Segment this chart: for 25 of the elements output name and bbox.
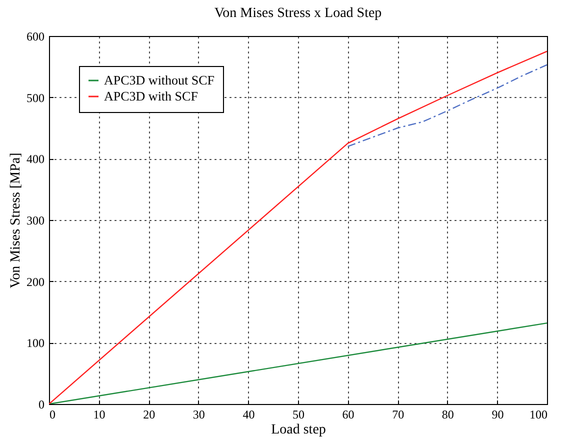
x-axis-title: Load step [271, 422, 326, 438]
x-tick-label: 40 [242, 408, 255, 422]
x-tick-label: 20 [143, 408, 156, 422]
x-tick-label: 10 [93, 408, 106, 422]
x-tick-label: 80 [442, 408, 454, 422]
x-tick-label: 0 [50, 408, 56, 422]
line-series [347, 64, 547, 147]
x-tick-label: 70 [392, 408, 404, 422]
y-tick-label: 400 [26, 152, 44, 166]
x-tick-label: 100 [530, 408, 548, 422]
y-tick-label: 500 [26, 90, 44, 105]
x-tick-label: 60 [342, 408, 354, 422]
legend-label: APC3D with SCF [104, 88, 198, 104]
y-tick-label: 300 [26, 214, 44, 228]
x-tick-label: 30 [192, 408, 205, 422]
y-tick-label: 200 [26, 274, 44, 289]
line-series [49, 50, 547, 404]
y-tick-label: 0 [38, 398, 44, 412]
legend-label: APC3D without SCF [104, 72, 215, 88]
y-tick-label: 100 [26, 336, 44, 350]
x-tick-label: 90 [492, 408, 504, 422]
chart-title: Von Mises Stress x Load Step [214, 6, 382, 21]
x-tick-label: 50 [292, 408, 304, 422]
y-tick-label: 600 [26, 30, 44, 44]
y-axis-title: Von Mises Stress [MPa] [8, 152, 24, 288]
